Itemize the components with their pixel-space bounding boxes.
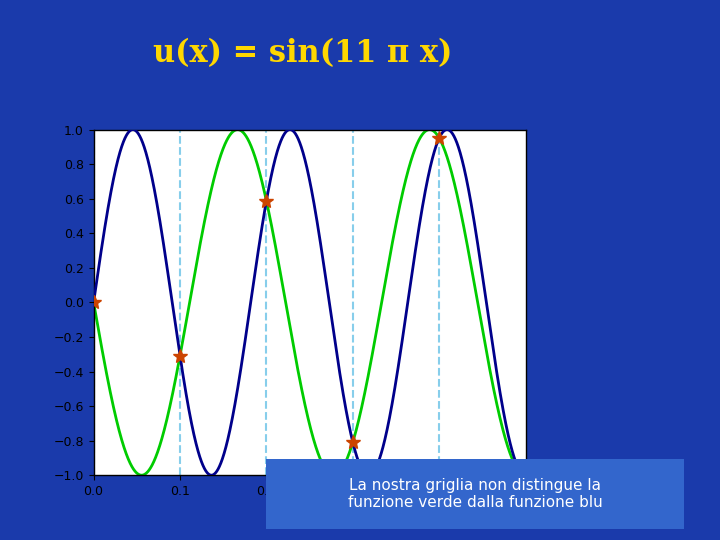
Text: u(x) = sin(11 π x): u(x) = sin(11 π x) <box>153 38 452 70</box>
Text: La nostra griglia non distingue la
funzione verde dalla funzione blu: La nostra griglia non distingue la funzi… <box>348 478 603 510</box>
